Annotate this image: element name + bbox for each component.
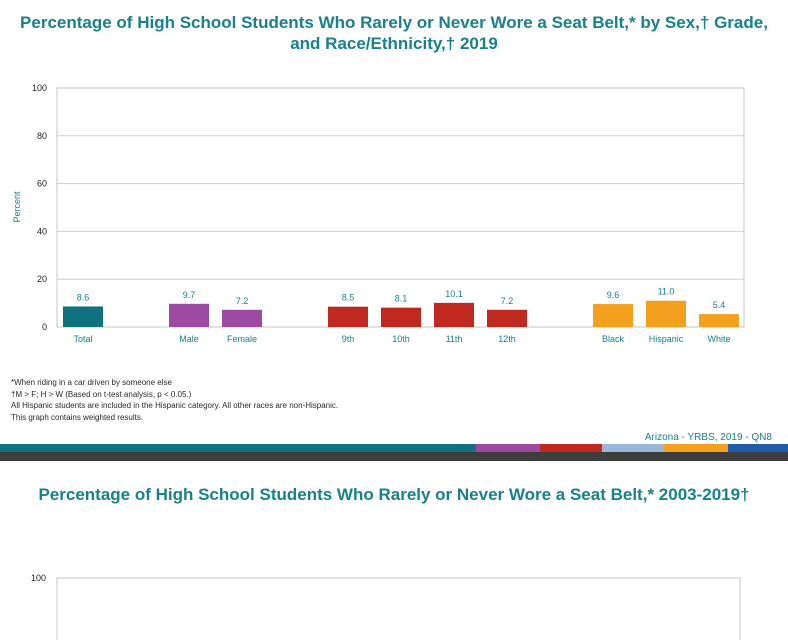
band-segment-teal [0, 444, 476, 452]
value-label-11th: 10.1 [445, 289, 463, 299]
grid-lines [57, 87, 744, 280]
y-axis-ticks: 0 20 40 60 80 100 [32, 83, 47, 332]
value-label-male: 9.7 [183, 290, 196, 300]
x-axis-labels: Total Male Female 9th 10th 11th 12th Black Hispa… [73, 334, 730, 344]
x-tick-label-hispanic: Hispanic [649, 334, 684, 344]
chart2-y-tick-100: 100 [31, 573, 46, 583]
source-label: Arizona - YRBS, 2019 - QN8 [644, 432, 772, 443]
y-tick-label: 0 [42, 322, 47, 332]
plot-area-frame [56, 87, 745, 328]
value-label-white: 5.4 [713, 300, 726, 310]
footnote-weighted: This graph contains weighted results. [11, 412, 144, 422]
y-tick-label: 20 [37, 274, 47, 284]
value-label-female: 7.2 [236, 296, 249, 306]
x-tick-label-white: White [707, 334, 730, 344]
y-tick-label: 60 [37, 179, 47, 189]
band-segment-red [540, 444, 602, 452]
bar-10th [381, 307, 421, 327]
x-tick-label-total: Total [73, 334, 92, 344]
y-tick-label: 100 [32, 83, 47, 93]
x-tick-label-10th: 10th [392, 334, 410, 344]
value-label-total: 8.6 [77, 292, 90, 302]
value-label-9th: 8.5 [342, 293, 355, 303]
x-tick-label-male: Male [179, 334, 199, 344]
bar-male [169, 303, 209, 327]
trend-chart: 100 [31, 573, 741, 640]
slide-divider [0, 452, 788, 461]
bar-series [63, 300, 739, 327]
value-label-10th: 8.1 [395, 294, 408, 304]
chart2-plot-area-frame [56, 577, 741, 640]
bar-white [699, 314, 739, 327]
band-segment-lightblue [602, 444, 664, 452]
chart-title: Percentage of High School Students Who R… [0, 12, 788, 54]
bar-value-labels: 8.6 9.7 7.2 8.5 8.1 10.1 7.2 9.6 11.0 5.4 [77, 287, 726, 310]
chart-title-line-1: Percentage of High School Students Who R… [20, 13, 768, 32]
color-band [0, 444, 788, 452]
value-label-black: 9.6 [607, 290, 620, 300]
bar-chart: 0 20 40 60 80 100 8.6 9.7 7.2 8.5 8.1 10.1 7.2 9.6 11… [12, 83, 745, 344]
y-tick-label: 40 [37, 226, 47, 236]
bar-12th [487, 309, 527, 327]
footnote-hispanic: All Hispanic students are included in th… [11, 401, 339, 410]
x-tick-label-female: Female [227, 334, 257, 344]
band-segment-purple [476, 444, 540, 452]
band-segment-orange [664, 444, 728, 452]
value-label-12th: 7.2 [501, 296, 514, 306]
bar-9th [328, 306, 368, 327]
band-segment-blue [728, 444, 788, 452]
chart2-title: Percentage of High School Students Who R… [38, 485, 750, 504]
bar-black [593, 304, 633, 327]
value-label-hispanic: 11.0 [658, 287, 675, 297]
bar-11th [434, 302, 474, 327]
footnote-significance: †M > F; H > W (Based on t-test analysis,… [11, 389, 192, 399]
footnotes: *When riding in a car driven by someone … [11, 377, 338, 423]
footnote-seat-belt: *When riding in a car driven by someone … [11, 378, 172, 387]
chart-title-line-2: and Race/Ethnicity,† 2019 [290, 34, 498, 53]
x-tick-label-12th: 12th [498, 334, 516, 344]
x-tick-label-9th: 9th [342, 334, 355, 344]
y-axis-label: Percent [12, 191, 22, 223]
y-tick-label: 80 [37, 131, 47, 141]
bar-hispanic [646, 300, 686, 327]
bar-total [63, 306, 103, 327]
x-tick-label-black: Black [602, 334, 625, 344]
x-tick-label-11th: 11th [446, 334, 463, 344]
bar-female [222, 309, 262, 327]
